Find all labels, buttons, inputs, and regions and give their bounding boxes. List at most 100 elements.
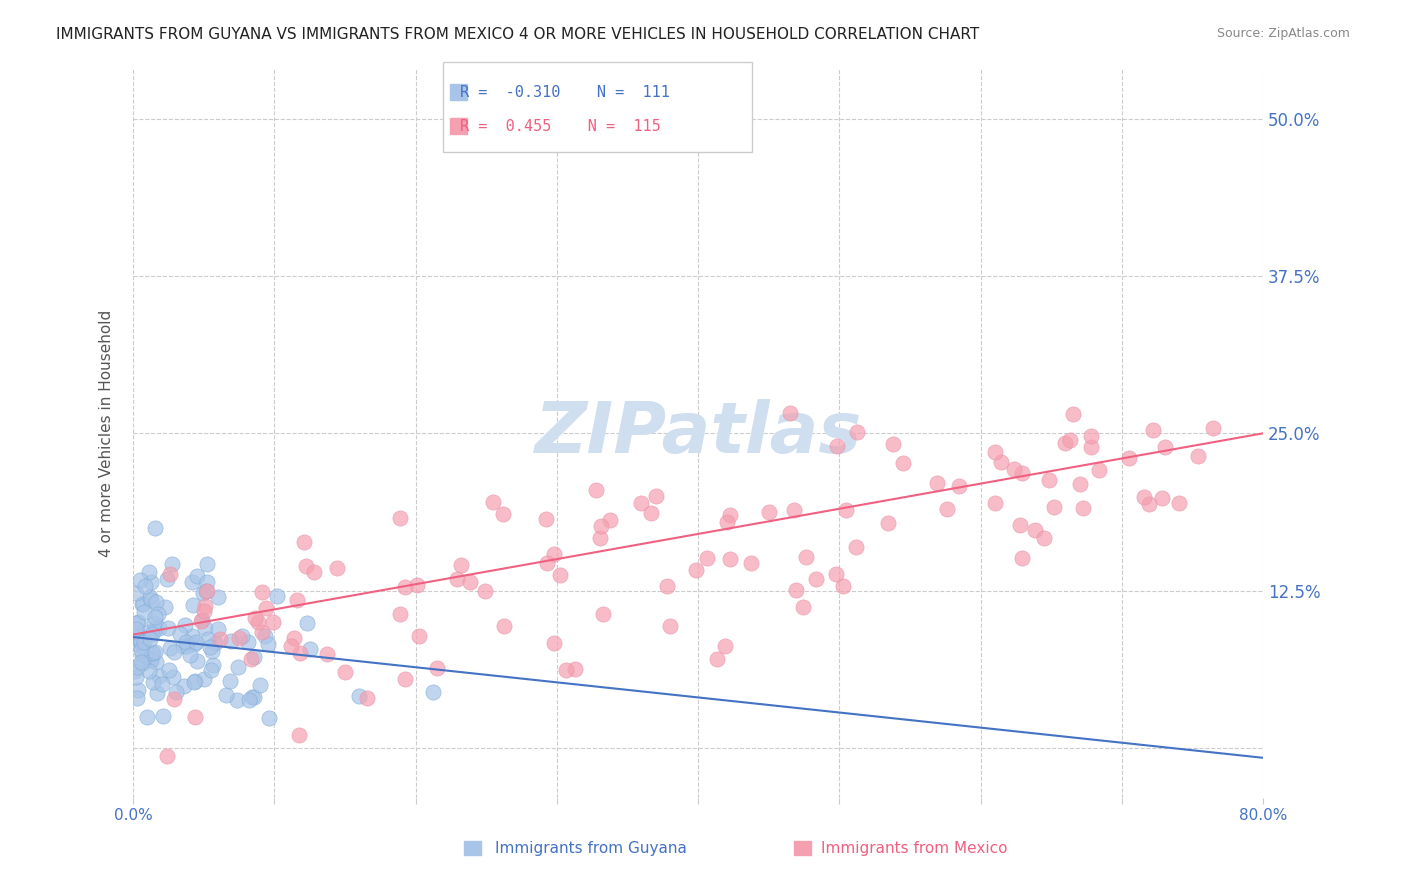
- Point: [226, 660, 249, 674]
- Point: [1062, 407, 1084, 421]
- Point: [219, 633, 242, 648]
- Point: [191, 585, 214, 599]
- Point: [564, 662, 586, 676]
- Point: [824, 567, 846, 582]
- Point: [718, 552, 741, 566]
- Point: [142, 674, 165, 689]
- Point: [226, 693, 249, 707]
- Point: [297, 616, 319, 631]
- Point: [266, 589, 288, 603]
- Point: [150, 677, 173, 691]
- Point: [422, 685, 444, 699]
- Point: [191, 613, 214, 627]
- Point: [292, 535, 315, 549]
- Point: [157, 622, 180, 636]
- Point: [181, 629, 204, 643]
- Point: [718, 508, 741, 522]
- Point: [1059, 433, 1081, 447]
- Point: [131, 648, 153, 662]
- Point: [592, 607, 614, 622]
- Point: [186, 655, 208, 669]
- Point: [193, 622, 215, 636]
- Point: [238, 693, 260, 707]
- Point: [131, 597, 153, 611]
- Point: [1024, 523, 1046, 537]
- Point: [208, 632, 231, 647]
- Text: IMMIGRANTS FROM GUYANA VS IMMIGRANTS FROM MEXICO 4 OR MORE VEHICLES IN HOUSEHOLD: IMMIGRANTS FROM GUYANA VS IMMIGRANTS FRO…: [56, 27, 980, 42]
- Point: [127, 660, 149, 674]
- Point: [162, 670, 184, 684]
- Point: [394, 673, 416, 687]
- Point: [124, 664, 146, 678]
- Point: [183, 674, 205, 689]
- Point: [197, 557, 219, 571]
- Point: [494, 618, 516, 632]
- Text: R =  -0.310    N =  111: R = -0.310 N = 111: [460, 85, 669, 100]
- Point: [450, 558, 472, 572]
- Point: [145, 686, 167, 700]
- Point: [1088, 463, 1111, 477]
- Point: [215, 688, 238, 702]
- Point: [543, 636, 565, 650]
- Point: [183, 674, 205, 689]
- Point: [543, 547, 565, 561]
- Point: [640, 506, 662, 520]
- Point: [174, 618, 197, 632]
- Point: [179, 648, 201, 662]
- Point: [785, 583, 807, 598]
- Point: [316, 647, 339, 661]
- Point: [219, 674, 242, 689]
- Point: [138, 565, 160, 579]
- Point: [138, 652, 160, 666]
- Point: [134, 579, 156, 593]
- Point: [262, 615, 284, 629]
- Point: [145, 655, 167, 669]
- Point: [141, 646, 163, 660]
- Point: [925, 475, 948, 490]
- Point: [127, 616, 149, 631]
- Point: [458, 575, 481, 590]
- Point: [193, 672, 215, 686]
- Point: [1069, 477, 1091, 491]
- Point: [845, 540, 868, 554]
- Point: [207, 590, 229, 604]
- Point: [426, 660, 449, 674]
- Point: [125, 586, 148, 600]
- Point: [283, 632, 305, 646]
- Point: [252, 585, 274, 599]
- Point: [159, 566, 181, 581]
- Point: [160, 558, 183, 572]
- Point: [246, 615, 269, 630]
- Point: [783, 503, 806, 517]
- Text: Source: ZipAtlas.com: Source: ZipAtlas.com: [1216, 27, 1350, 40]
- Point: [630, 496, 652, 510]
- Point: [127, 691, 149, 706]
- Point: [193, 604, 215, 618]
- Point: [1118, 451, 1140, 466]
- Point: [333, 665, 356, 680]
- Point: [124, 622, 146, 636]
- Point: [135, 644, 157, 658]
- Point: [298, 642, 321, 657]
- Point: [1033, 531, 1056, 545]
- Point: [492, 508, 515, 522]
- Point: [779, 406, 801, 420]
- Point: [181, 574, 204, 589]
- Point: [984, 496, 1007, 510]
- Point: [1080, 440, 1102, 454]
- Point: [240, 690, 263, 704]
- Point: [389, 511, 412, 525]
- Point: [696, 551, 718, 566]
- Point: [129, 635, 152, 649]
- Point: [239, 652, 262, 666]
- Point: [482, 495, 505, 509]
- Point: [156, 749, 179, 764]
- Text: Immigrants from Mexico: Immigrants from Mexico: [821, 841, 1007, 856]
- Point: [758, 505, 780, 519]
- Point: [585, 483, 607, 498]
- Point: [1080, 428, 1102, 442]
- Point: [716, 515, 738, 529]
- Point: [242, 690, 264, 704]
- Point: [685, 563, 707, 577]
- Point: [183, 598, 205, 612]
